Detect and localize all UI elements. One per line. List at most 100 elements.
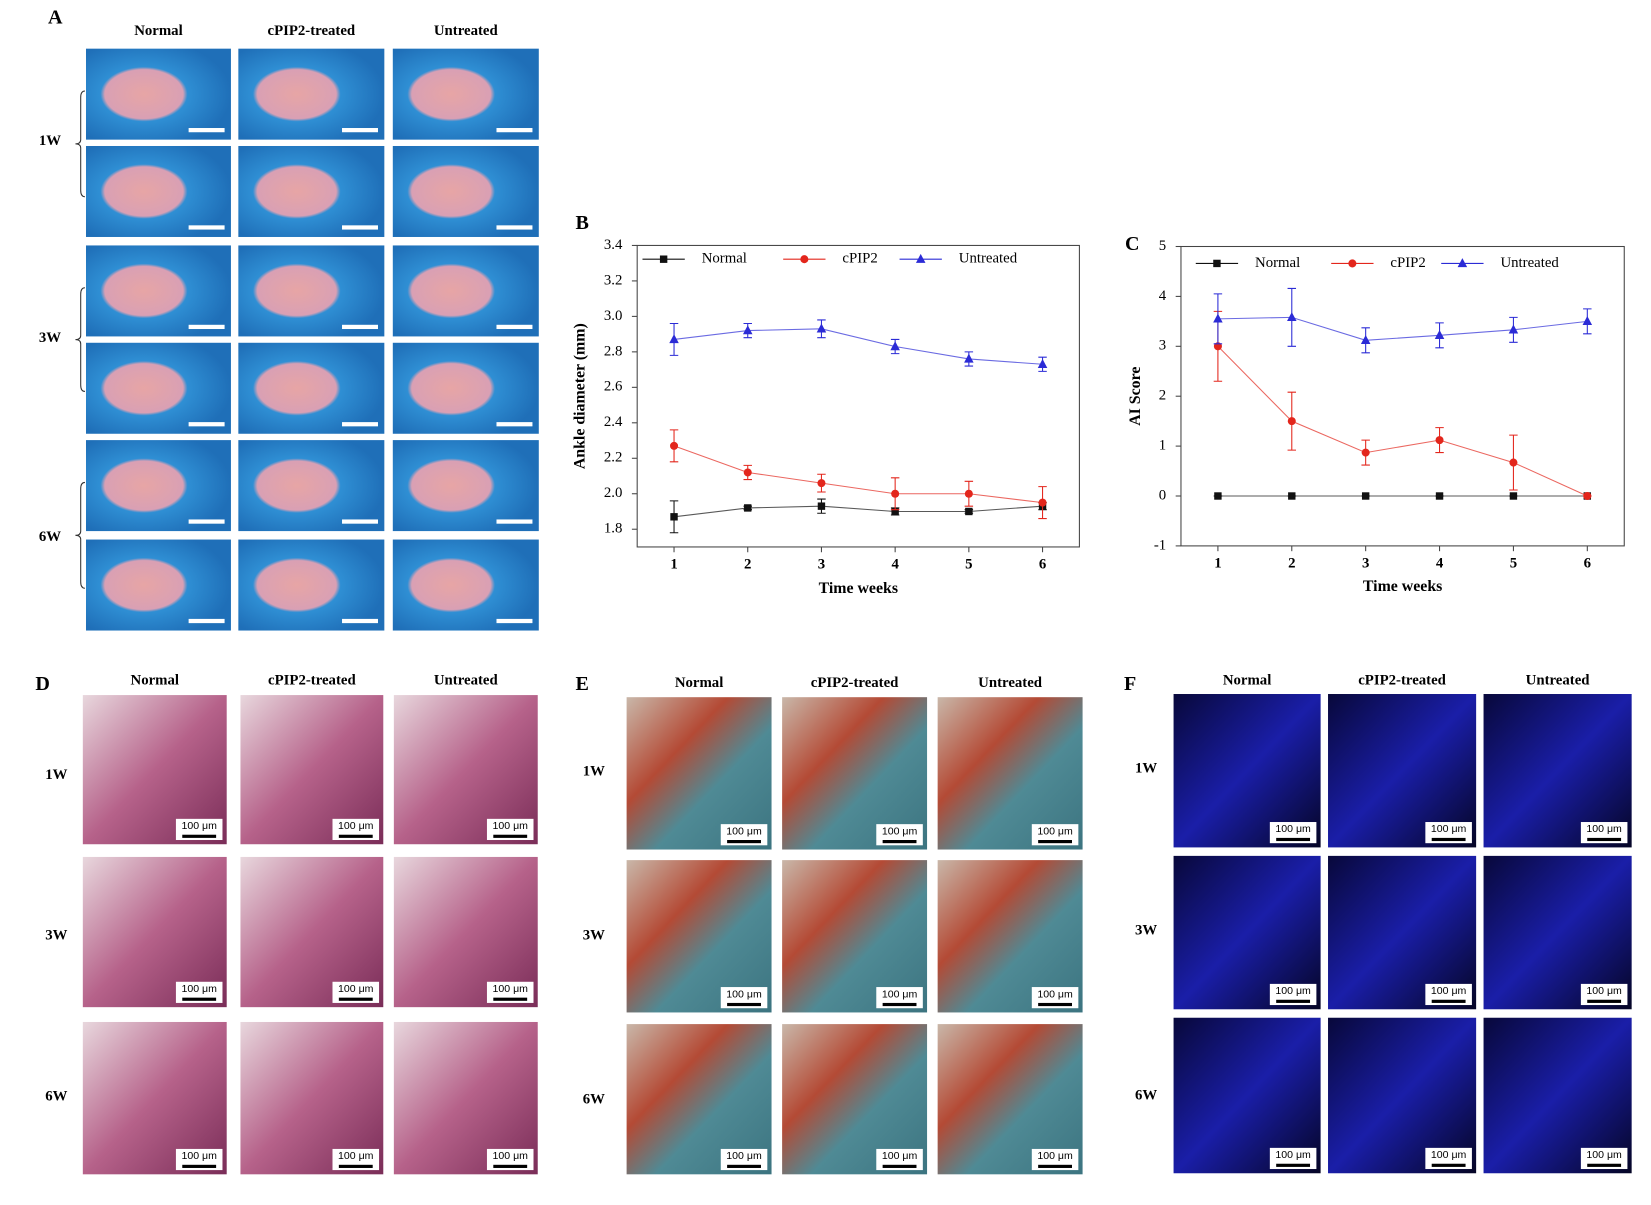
scale-label: 100 μm (493, 820, 529, 832)
scale-bar (496, 128, 533, 133)
scale-label: 100 μm (882, 825, 918, 837)
y-tick-label: 3.4 (604, 237, 623, 253)
panel-label: E (575, 673, 588, 695)
legend-marker (1213, 259, 1221, 268)
scale-bar (882, 840, 917, 844)
photo (238, 48, 385, 140)
scale-label: 100 μm (338, 1150, 374, 1162)
photo (238, 145, 385, 237)
marker (891, 489, 900, 498)
legend-marker (1457, 258, 1468, 268)
row-label: 6W (45, 1088, 67, 1104)
marker (817, 502, 826, 510)
legend-marker (800, 255, 809, 264)
photo (85, 245, 231, 337)
scale-bar (342, 225, 378, 230)
marker (817, 479, 826, 488)
photo (392, 440, 539, 532)
row-label: 1W (583, 764, 605, 780)
scale-bar (342, 128, 378, 133)
marker (742, 325, 753, 335)
column-header: cPIP2-treated (1358, 673, 1446, 689)
photo (1483, 1017, 1632, 1174)
marker (670, 441, 679, 450)
marker (1214, 492, 1222, 500)
legend-marker (659, 255, 668, 263)
marker (965, 507, 973, 516)
marker (1288, 492, 1296, 500)
series-line (673, 328, 1043, 365)
scale-label: 100 μm (1586, 1149, 1622, 1161)
scale-label: 100 μm (1275, 985, 1311, 997)
y-tick-label: -1 (1154, 537, 1166, 553)
photo (85, 440, 231, 532)
series-line (673, 445, 1043, 504)
column-header: Normal (134, 23, 183, 39)
row-label: 6W (1135, 1087, 1157, 1103)
scale-label: 100 μm (1431, 1149, 1467, 1161)
column-header: cPIP2-treated (811, 675, 899, 691)
scale-bar (1587, 999, 1622, 1003)
plot-frame (1180, 245, 1625, 547)
column-header: cPIP2-treated (268, 673, 356, 689)
y-tick-label: 2.6 (604, 379, 623, 395)
x-tick-label: 6 (1039, 556, 1046, 572)
y-tick-label: 1 (1159, 438, 1166, 454)
scale-bar (496, 324, 533, 330)
photo (1173, 855, 1321, 1010)
scale-bar (1276, 837, 1311, 842)
marker (964, 489, 973, 498)
scale-label: 100 μm (1037, 825, 1073, 837)
scale-bar (1431, 999, 1466, 1003)
scale-bar (496, 519, 533, 524)
scale-bar (727, 1164, 761, 1168)
scale-bar (1276, 1163, 1311, 1167)
y-tick-label: 0 (1159, 487, 1166, 503)
row-label: 1W (1135, 761, 1157, 777)
panel-label: B (575, 212, 588, 234)
row-label: 3W (583, 928, 605, 944)
scale-bar (188, 324, 225, 330)
scale-bar (188, 225, 225, 230)
scale-bar (493, 1164, 528, 1168)
scale-label: 100 μm (1586, 823, 1622, 835)
y-tick-label: 3.0 (604, 308, 623, 324)
marker (1361, 492, 1370, 500)
scale-label: 100 μm (1431, 985, 1467, 997)
photo (1328, 1017, 1477, 1174)
scale-label: 100 μm (882, 988, 918, 1000)
x-tick-label: 2 (744, 556, 751, 572)
column-header: Untreated (434, 23, 499, 39)
x-tick-label: 5 (1510, 555, 1517, 571)
photo (1328, 855, 1477, 1010)
marker (1582, 316, 1593, 326)
photo (85, 539, 231, 631)
scale-bar (342, 422, 378, 427)
marker (1509, 492, 1518, 500)
x-tick-label: 2 (1288, 555, 1295, 571)
plot-frame (636, 244, 1080, 548)
legend-label: Normal (1255, 255, 1300, 271)
scale-label: 100 μm (726, 988, 762, 1000)
scale-label: 100 μm (726, 1150, 762, 1162)
scale-bar (1431, 837, 1466, 842)
marker (1038, 498, 1047, 507)
scale-label: 100 μm (181, 983, 217, 995)
scale-bar (493, 834, 528, 838)
y-tick-label: 3 (1159, 338, 1166, 354)
scale-bar (727, 840, 761, 844)
scale-label: 100 μm (338, 983, 374, 995)
photo (1173, 1017, 1321, 1174)
panel-label: D (35, 673, 50, 695)
series-line (1217, 345, 1588, 497)
y-axis-label: AI Score (1127, 367, 1144, 426)
scale-label: 100 μm (338, 820, 374, 832)
photo (238, 440, 385, 532)
scale-bar (182, 834, 217, 838)
scale-bar (338, 997, 373, 1001)
y-tick-label: 2.8 (604, 343, 623, 359)
legend-label: Untreated (959, 251, 1018, 267)
y-tick-label: 3.2 (604, 272, 623, 288)
x-tick-label: 1 (1214, 555, 1221, 571)
